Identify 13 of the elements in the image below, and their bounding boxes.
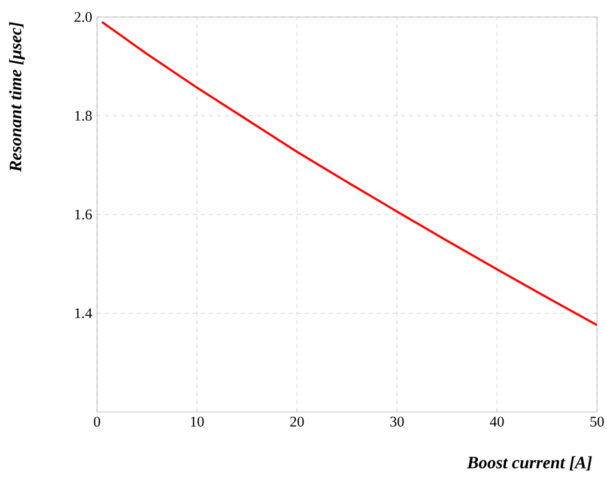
x-tick-label: 0 [94,416,100,427]
x-tick-label: 30 [390,416,404,427]
line-series [100,20,597,326]
x-tick-label: 20 [290,416,304,427]
x-tick-label: 40 [490,416,504,427]
x-axis-title: Boost current [A] [466,456,592,471]
y-tick-label: 1.4 [75,308,92,318]
y-tick-label: 2.0 [74,12,92,22]
y-tick-label: 1.6 [75,210,92,220]
y-axis-title: Resonant time [μsec] [9,22,25,172]
y-tick-label: 1.8 [75,110,92,121]
x-tick-label: 10 [190,416,204,427]
x-tick-label: 50 [590,416,604,427]
